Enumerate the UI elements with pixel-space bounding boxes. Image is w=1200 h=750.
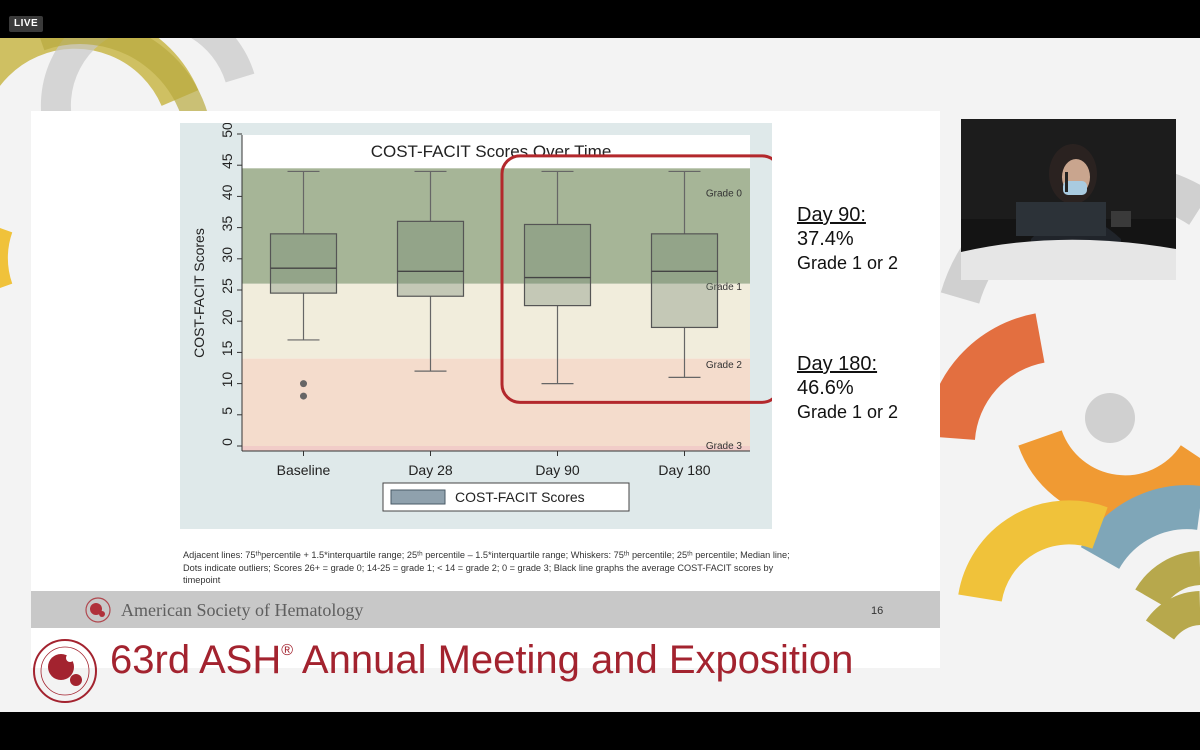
box: [650, 233, 719, 329]
y-tick-label: 25: [219, 278, 235, 294]
x-tick-label: Baseline: [277, 462, 331, 478]
day90-callout-grade: Grade 1 or 2: [797, 253, 899, 273]
box: [269, 233, 338, 294]
day180-callout-grade: Grade 1 or 2: [797, 402, 899, 422]
grade-band: [242, 283, 750, 359]
y-tick-label: 30: [219, 247, 235, 263]
ash-logo-icon: [85, 597, 111, 623]
ash-logo-icon: [33, 639, 97, 703]
day180-callout-percent: 46.6%: [797, 377, 854, 399]
legend-swatch: [390, 489, 446, 505]
stream-stage: Grade 0 Grade 1 Grade 2 Grade 3 0 5 10 15 20 25 30…: [0, 38, 1200, 712]
stream-top-bar: LIVE: [0, 0, 1200, 38]
registered-mark: ®: [281, 642, 294, 659]
box: [396, 220, 465, 297]
legend-label: COST-FACIT Scores: [455, 489, 585, 505]
conference-banner: 63rd ASH® Annual Meeting and Exposition: [0, 630, 1200, 712]
grade-band-label: Grade 2: [706, 360, 743, 371]
conference-title-rest: Annual Meeting and Exposition: [293, 638, 854, 682]
grade-band: [242, 446, 750, 451]
grade-band-label: Grade 0: [706, 188, 743, 199]
x-tick-label: Day 28: [408, 462, 453, 478]
y-tick-label: 35: [219, 216, 235, 232]
grade-band: [242, 168, 750, 284]
x-tick-label: Day 180: [658, 462, 710, 478]
slide-footer: American Society of Hematology 16: [31, 591, 940, 628]
y-tick-label: 5: [219, 407, 235, 415]
presentation-slide: Grade 0 Grade 1 Grade 2 Grade 3 0 5 10 15 20 25 30…: [31, 111, 940, 668]
y-tick-label: 40: [219, 184, 235, 200]
grade-band-label: Grade 3: [706, 441, 743, 452]
day180-callout: Day 180: 46.6% Grade 1 or 2: [797, 352, 898, 424]
slide-number: 16: [871, 605, 884, 617]
y-tick-label: 45: [219, 153, 235, 169]
chart-footnote: Adjacent lines: 75ᵗʰpercentile + 1.5*int…: [183, 550, 790, 585]
y-tick-label: 0: [219, 438, 235, 446]
y-tick-label: 20: [219, 309, 235, 325]
x-tick-label: Day 90: [535, 462, 580, 478]
y-tick-label: 15: [219, 340, 235, 356]
y-axis-title: COST-FACIT Scores: [191, 228, 207, 358]
day90-callout-head: Day 90:: [797, 204, 866, 226]
conference-title-main: 63rd ASH: [110, 638, 282, 682]
grade-band-label: Grade 1: [706, 282, 743, 293]
stream-bottom-bar: [0, 712, 1200, 750]
live-badge: LIVE: [9, 16, 44, 32]
box: [523, 223, 592, 307]
y-tick-label: 10: [219, 372, 235, 388]
box-plot-chart: Grade 0 Grade 1 Grade 2 Grade 3 0 5 10 15 20 25 30…: [180, 123, 772, 529]
speaker-webcam-video: [961, 119, 1176, 280]
y-tick-label: 50: [219, 123, 235, 138]
conference-title: 63rd ASH® Annual Meeting and Exposition: [110, 638, 853, 683]
outlier-point: [300, 380, 307, 388]
slide-org-name: American Society of Hematology: [121, 600, 364, 620]
day90-callout-percent: 37.4%: [797, 228, 854, 250]
outlier-point: [300, 392, 307, 400]
day90-callout: Day 90: 37.4% Grade 1 or 2: [797, 203, 898, 275]
chart-title: COST-FACIT Scores Over Time: [371, 142, 612, 161]
day180-callout-head: Day 180:: [797, 353, 878, 375]
speaker-image: [961, 119, 1176, 280]
highlight-outline: [500, 154, 772, 404]
